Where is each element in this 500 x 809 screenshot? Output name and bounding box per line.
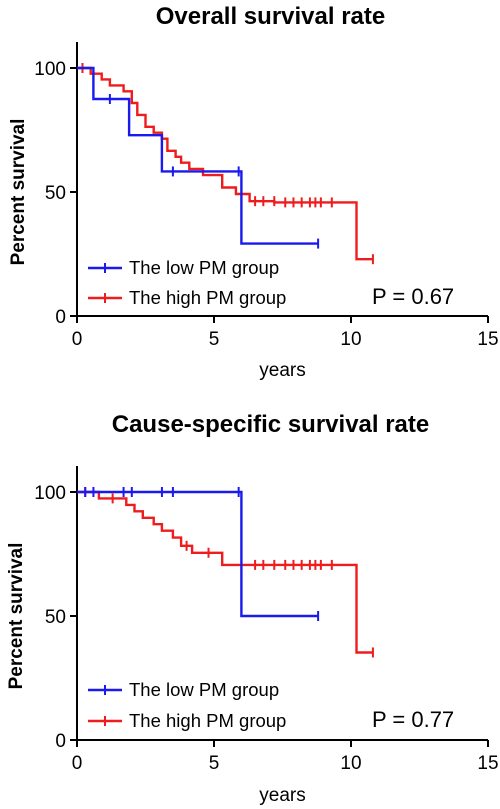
y-tick-label: 0 <box>55 731 66 752</box>
y-tick-label: 50 <box>45 183 66 204</box>
x-tick-label: 0 <box>72 753 83 774</box>
overall-survival-panel: Overall survival rate 0 5 10 15 0 50 100 years Pe… <box>8 3 499 381</box>
chart-title: Cause-specific survival rate <box>112 411 430 438</box>
y-tick-label: 100 <box>34 59 66 80</box>
x-tick-label: 0 <box>72 329 83 350</box>
y-axis-label: Percent survival <box>6 543 27 690</box>
survival-curve-high-pm <box>77 490 373 654</box>
y-tick-label: 100 <box>34 483 66 504</box>
y-tick-label: 0 <box>55 307 66 328</box>
x-axis-label: years <box>259 360 305 381</box>
x-tick-label: 15 <box>477 329 498 350</box>
x-tick-label: 10 <box>340 329 361 350</box>
x-tick-label: 15 <box>477 753 498 774</box>
cause-specific-survival-panel: Cause-specific survival rate 0 5 10 15 0 50 100… <box>6 411 499 806</box>
y-tick-label: 50 <box>45 607 66 628</box>
x-tick-label: 5 <box>209 753 220 774</box>
chart-title: Overall survival rate <box>156 3 385 30</box>
p-value-annotation: P = 0.67 <box>372 284 454 309</box>
p-value-annotation: P = 0.77 <box>372 707 454 732</box>
survival-curve-low-pm <box>77 66 319 245</box>
x-tick-label: 5 <box>209 329 220 350</box>
y-axis-label: Percent survival <box>8 119 29 266</box>
legend-label: The low PM group <box>129 679 279 700</box>
x-tick-label: 10 <box>340 753 361 774</box>
x-axis-label: years <box>259 785 305 806</box>
legend-label: The high PM group <box>129 287 286 308</box>
legend-label: The high PM group <box>129 710 286 731</box>
survival-curve-low-pm <box>77 490 319 618</box>
survival-curve-high-pm <box>77 66 373 261</box>
legend-label: The low PM group <box>129 257 279 278</box>
